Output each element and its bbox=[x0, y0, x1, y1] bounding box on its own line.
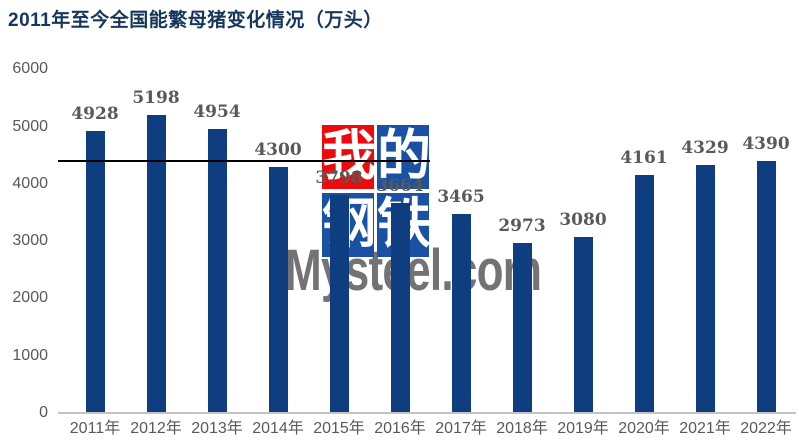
bar-value-label: 4928 bbox=[71, 103, 119, 124]
y-axis-tick-label: 2000 bbox=[12, 289, 48, 307]
watermark-logo-square-wo: 我 bbox=[322, 125, 374, 189]
x-axis-tick-label: 2011年 bbox=[69, 420, 121, 437]
watermark-site-text: Mysteel.com bbox=[285, 238, 542, 303]
x-axis-tick-label: 2016年 bbox=[374, 420, 426, 437]
bar-2021年 bbox=[695, 164, 715, 412]
bar-2015年 bbox=[329, 195, 349, 412]
bar-2013年 bbox=[207, 129, 227, 412]
x-axis-tick-label: 2013年 bbox=[191, 420, 243, 437]
x-axis-tick-label: 2022年 bbox=[740, 420, 792, 437]
x-axis-tick-label: 2012年 bbox=[130, 420, 182, 437]
y-axis-tick-label: 0 bbox=[39, 404, 48, 421]
y-axis-tick-label: 1000 bbox=[12, 346, 48, 364]
chart-title: 2011年至今全国能繁母猪变化情况（万头） bbox=[8, 10, 383, 31]
x-axis-tick-label: 2018年 bbox=[496, 420, 548, 437]
bar-value-label: 4390 bbox=[742, 134, 790, 155]
bar-value-label: 5198 bbox=[132, 88, 180, 109]
y-axis-tick-label: 4000 bbox=[12, 174, 48, 192]
bar-2011年 bbox=[85, 130, 105, 412]
bar-2020年 bbox=[634, 174, 654, 412]
x-axis-tick-label: 2017年 bbox=[435, 420, 487, 437]
bar-value-label: 3664 bbox=[376, 176, 424, 197]
bar-value-label: 4954 bbox=[193, 102, 241, 123]
bar-value-label: 4300 bbox=[254, 139, 302, 160]
watermark-logo-square-de: 的 bbox=[377, 125, 429, 189]
x-axis-tick-label: 2019年 bbox=[557, 420, 609, 437]
x-axis-line bbox=[58, 412, 796, 414]
bar-2012年 bbox=[146, 115, 166, 412]
bar-2022年 bbox=[756, 161, 776, 412]
bar-value-label: 3798 bbox=[315, 168, 363, 189]
bar-2018年 bbox=[512, 242, 532, 412]
bar-2014年 bbox=[268, 166, 288, 412]
bar-value-label: 3465 bbox=[437, 187, 485, 208]
reference-line bbox=[58, 159, 430, 162]
y-axis-tick-label: 5000 bbox=[12, 117, 48, 135]
x-axis-tick-label: 2021年 bbox=[679, 420, 731, 437]
bar-2016年 bbox=[390, 203, 410, 412]
x-axis-tick-label: 2014年 bbox=[252, 420, 304, 437]
bar-2019年 bbox=[573, 236, 593, 412]
bar-value-label: 2973 bbox=[498, 215, 546, 236]
y-axis-tick-label: 3000 bbox=[12, 232, 48, 250]
x-axis-tick-label: 2020年 bbox=[618, 420, 670, 437]
x-axis-tick-label: 2015年 bbox=[313, 420, 365, 437]
bar-value-label: 4329 bbox=[681, 137, 729, 158]
bar-2017年 bbox=[451, 214, 471, 412]
y-axis-tick-label: 6000 bbox=[12, 60, 48, 78]
bar-value-label: 3080 bbox=[559, 209, 607, 230]
bar-value-label: 4161 bbox=[620, 147, 668, 168]
